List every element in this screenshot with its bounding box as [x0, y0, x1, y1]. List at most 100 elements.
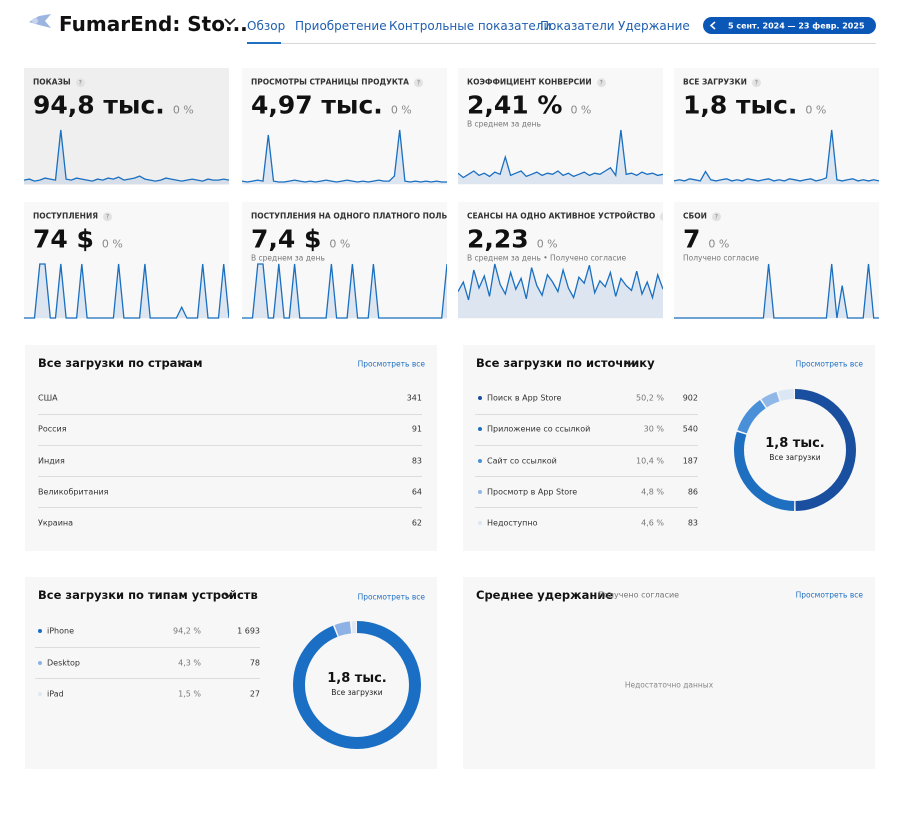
row-share: 94,2 % — [173, 626, 201, 636]
row-name: Недоступно — [487, 518, 538, 528]
metric-value-row: 74 $ 0 % — [33, 225, 123, 254]
help-icon[interactable]: ? — [413, 77, 423, 87]
row-count: 83 — [687, 518, 698, 528]
country-name: США — [38, 393, 58, 403]
view-all-link[interactable]: Просмотреть все — [795, 590, 863, 600]
panel-title[interactable]: Все загрузки по источнику — [476, 356, 655, 370]
country-count: 64 — [411, 487, 422, 497]
nav-tab[interactable]: Удержание — [618, 19, 690, 33]
donut-total-label: Все загрузки — [769, 453, 821, 462]
panel-subtitle: Получено согласие — [598, 590, 680, 600]
nav-tab[interactable]: Обзор — [247, 19, 286, 33]
row-count: 540 — [682, 424, 698, 434]
row-separator — [475, 507, 698, 509]
legend-dot — [478, 489, 482, 494]
sparkline — [24, 129, 229, 184]
row-share: 1,5 % — [178, 689, 201, 699]
metric-label-row: ПОКАЗЫ? — [33, 77, 85, 87]
metric-value: 2,41 % — [467, 90, 563, 120]
nav-tab[interactable]: Приобретение — [295, 19, 387, 33]
sparkline-line — [458, 129, 663, 179]
metric-label-row: ВСЕ ЗАГРУЗКИ? — [683, 77, 761, 87]
sparkline — [458, 263, 663, 318]
title-chevron[interactable] — [223, 17, 237, 27]
view-all-link[interactable]: Просмотреть все — [357, 592, 425, 602]
app-title[interactable]: FumarEnd: Sto... — [59, 12, 248, 36]
row-separator — [35, 678, 260, 679]
metric-label-row: ПРОСМОТРЫ СТРАНИЦЫ ПРОДУКТА? — [251, 77, 423, 87]
panel-title[interactable]: Все загрузки по странам — [38, 356, 203, 370]
metric-change: 0 % — [329, 237, 351, 251]
metric-card[interactable]: ПОСТУПЛЕНИЯ? 74 $ 0 % — [24, 202, 229, 319]
metric-label: ПОСТУПЛЕНИЯ — [33, 211, 99, 221]
country-name: Украина — [38, 518, 74, 528]
dropdown-chevron — [223, 592, 233, 599]
row-separator — [475, 444, 698, 446]
help-icon[interactable]: ? — [103, 211, 113, 221]
row-name: Просмотр в App Store — [487, 487, 578, 497]
dropdown-chevron — [177, 360, 187, 367]
metric-value: 7,4 $ — [251, 224, 322, 254]
nav-tab[interactable]: Контрольные показатели — [389, 19, 552, 33]
sparkline-area — [674, 130, 879, 184]
panel: Все загрузки по источнику Просмотреть все… — [463, 345, 875, 551]
row-share: 50,2 % — [636, 393, 664, 403]
nav-tab[interactable]: Показатели — [540, 19, 615, 33]
country-count: 83 — [411, 456, 422, 466]
help-icon[interactable]: ? — [660, 211, 663, 221]
help-icon[interactable]: ? — [711, 211, 721, 221]
chevron — [177, 360, 187, 367]
row-separator — [38, 507, 422, 509]
metric-card[interactable]: ПОСТУПЛЕНИЯ НА ОДНОГО ПЛАТНОГО ПОЛЬЗ? 7,4… — [242, 202, 447, 319]
metric-value: 2,23 — [467, 224, 529, 254]
legend-dot — [478, 458, 482, 463]
metric-label-row: КОЭФФИЦИЕНТ КОНВЕРСИИ? — [467, 77, 606, 87]
view-all-link[interactable]: Просмотреть все — [795, 359, 863, 369]
panel-title[interactable]: Все загрузки по типам устройств — [38, 588, 258, 602]
sparkline — [24, 263, 229, 319]
metric-change: 0 % — [805, 103, 827, 117]
date-range: 5 сент. 2024 — 23 февр. 2025 — [728, 21, 865, 30]
metric-value-row: 2,41 % 0 % — [467, 91, 591, 120]
metric-change: 0 % — [390, 103, 412, 117]
metric-card[interactable]: ПРОСМОТРЫ СТРАНИЦЫ ПРОДУКТА? 4,97 тыс. 0 % — [242, 68, 447, 185]
row-name: Desktop — [47, 658, 80, 667]
sparkline — [458, 129, 663, 184]
sparkline-line — [24, 129, 229, 182]
legend-dot — [478, 396, 482, 400]
metric-label-row: ПОСТУПЛЕНИЯ? — [33, 211, 113, 221]
metric-card[interactable]: ПОКАЗЫ? 94,8 тыс. 0 % — [24, 68, 229, 185]
empty-state: Недостаточно данных — [624, 680, 714, 690]
metric-value-row: 4,97 тыс. 0 % — [251, 91, 412, 120]
metric-card[interactable]: КОЭФФИЦИЕНТ КОНВЕРСИИ? 2,41 % 0 % В среднем… — [458, 68, 663, 185]
view-all-link[interactable]: Просмотреть все — [357, 359, 425, 369]
sparkline-line — [242, 129, 447, 183]
row-share: 4,6 % — [641, 518, 664, 528]
help-icon[interactable]: ? — [596, 77, 606, 87]
metric-label-row: СБОИ? — [683, 211, 721, 221]
donut-total: 1,8 тыс. — [327, 671, 387, 686]
date-picker[interactable]: 5 сент. 2024 — 23 февр. 2025 — [703, 17, 876, 34]
row-count: 902 — [682, 393, 698, 403]
date-prev[interactable] — [709, 21, 717, 30]
help-icon[interactable]: ? — [751, 77, 761, 87]
metric-card[interactable]: СЕАНСЫ НА ОДНО АКТИВНОЕ УСТРОЙСТВО? 2,23 0… — [458, 202, 663, 319]
row-name: iPad — [47, 689, 64, 699]
donut-chart — [734, 389, 856, 511]
help-icon[interactable]: ? — [75, 77, 85, 87]
country-count: 62 — [411, 518, 422, 528]
panel-title[interactable]: Среднее удержание — [476, 588, 614, 602]
metric-label: КОЭФФИЦИЕНТ КОНВЕРСИИ — [467, 77, 592, 87]
sparkline-line — [24, 263, 229, 319]
metric-change: 0 % — [101, 237, 123, 251]
donut-total: 1,8 тыс. — [765, 436, 825, 451]
row-name: Сайт со ссылкой — [487, 456, 557, 466]
row-separator — [38, 476, 422, 478]
metric-card[interactable]: ВСЕ ЗАГРУЗКИ? 1,8 тыс. 0 % — [674, 68, 879, 185]
sparkline-area — [242, 264, 447, 318]
metric-card[interactable]: СБОИ? 7 0 % Получено согласие — [674, 202, 879, 319]
sparkline-area — [674, 264, 879, 318]
metric-note: В среднем за день • Получено согласие — [467, 253, 627, 263]
